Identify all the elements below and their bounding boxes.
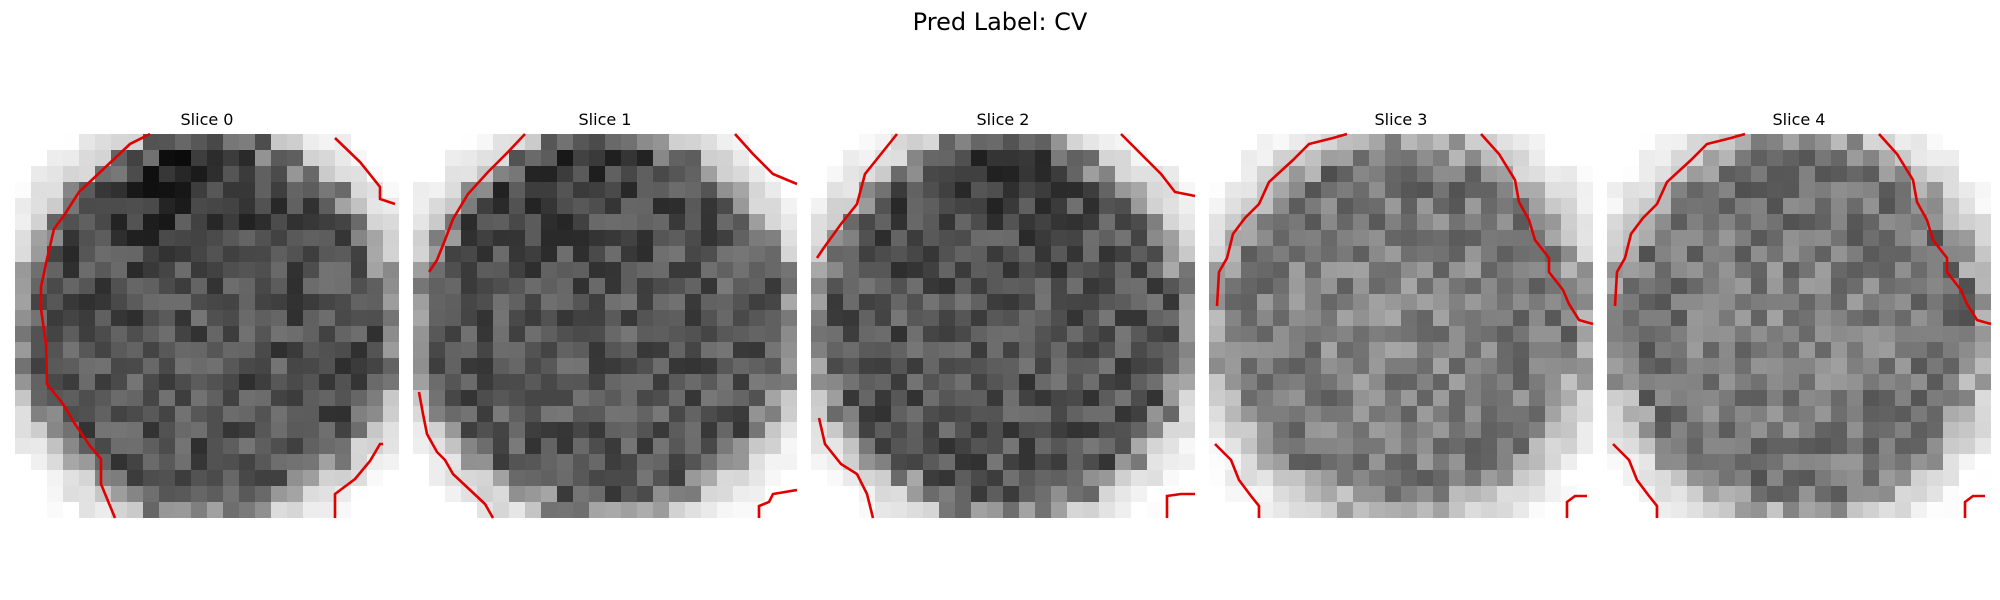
slice-title: Slice 3 <box>1374 110 1428 129</box>
segmentation-contour <box>815 133 1196 519</box>
segmentation-contour <box>1214 132 1594 518</box>
slice-title: Slice 4 <box>1772 110 1826 129</box>
slice-image <box>15 134 399 518</box>
slice-title: Slice 0 <box>180 110 234 129</box>
slice-image <box>413 134 797 518</box>
slice-image <box>811 134 1195 518</box>
segmentation-contour <box>417 133 798 519</box>
slice-title: Slice 1 <box>578 110 632 129</box>
figure-title: Pred Label: CV <box>912 8 1088 36</box>
slice-image <box>1209 134 1593 518</box>
slice-title: Slice 2 <box>976 110 1030 129</box>
segmentation-contour <box>39 132 396 519</box>
segmentation-contour <box>1612 132 1992 518</box>
slice-image <box>1607 134 1991 518</box>
